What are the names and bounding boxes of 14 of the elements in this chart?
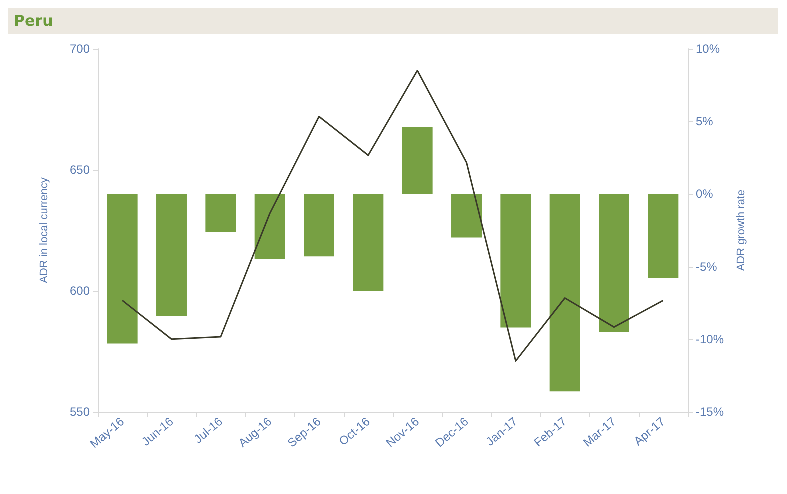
y2-tick-label: -10% xyxy=(696,332,724,346)
y2-tick-label: -15% xyxy=(696,405,724,419)
y2-tick-label: -5% xyxy=(696,260,718,274)
y2-axis-title: ADR growth rate xyxy=(736,190,748,272)
y2-tick-label: 5% xyxy=(696,114,714,129)
y2-tick-label: 10% xyxy=(696,42,720,56)
y-axis-title: ADR in local currency xyxy=(38,177,50,284)
y-tick-label: 700 xyxy=(70,42,90,56)
line-series xyxy=(122,70,664,362)
y-tick-label: 600 xyxy=(70,284,90,298)
y-tick-label: 650 xyxy=(70,163,90,177)
chart-title: Peru xyxy=(8,8,778,34)
y2-tick-label: 0% xyxy=(696,187,714,202)
y-tick-label: 550 xyxy=(70,405,90,419)
